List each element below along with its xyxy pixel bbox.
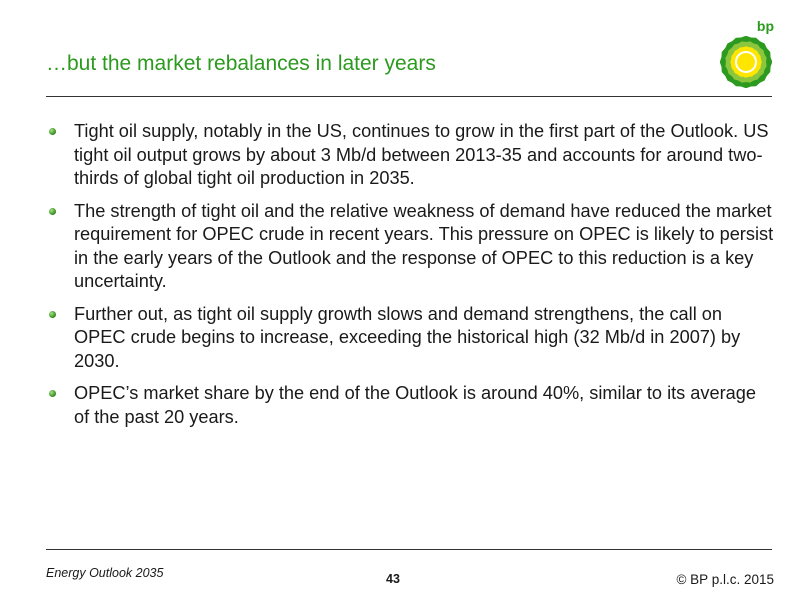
bullet-item: The strength of tight oil and the relati… [46,200,776,294]
copyright: © BP p.l.c. 2015 [676,572,774,587]
bullet-text: Tight oil supply, notably in the US, con… [74,121,769,188]
bp-helios-icon [720,36,772,88]
bullet-item: Tight oil supply, notably in the US, con… [46,120,776,191]
title-divider [46,96,772,97]
bullet-dot-icon [49,128,56,135]
bp-logo-text: bp [756,18,774,34]
bullet-dot-icon [49,310,56,318]
bullet-list: Tight oil supply, notably in the US, con… [46,120,776,438]
slide-title: …but the market rebalances in later year… [46,52,436,75]
bullet-text: The strength of tight oil and the relati… [74,200,774,292]
bullet-item: Further out, as tight oil supply growth … [46,303,776,374]
footer-title: Energy Outlook 2035 [46,566,164,580]
footer-divider [46,549,772,550]
bullet-item: OPEC’s market share by the end of the Ou… [46,382,776,429]
bullet-dot-icon [49,207,56,215]
page-number: 43 [386,572,400,586]
bullet-text: Further out, as tight oil supply growth … [74,303,741,371]
bullet-dot-icon [49,390,56,397]
bullet-text: OPEC’s market share by the end of the Ou… [74,383,757,427]
bp-logo: bp [720,18,776,88]
